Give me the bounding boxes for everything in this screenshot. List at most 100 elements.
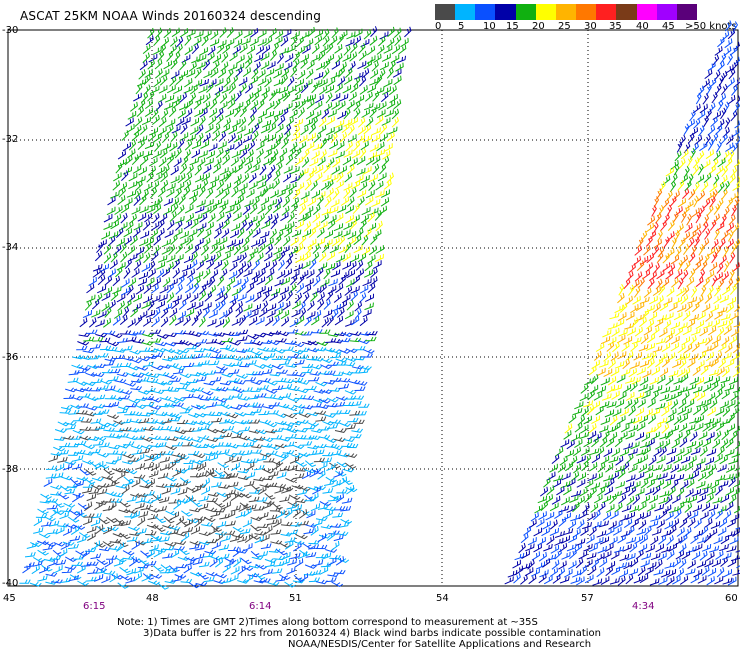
wind-barb bbox=[139, 448, 151, 454]
wind-barb bbox=[359, 331, 371, 336]
wind-barb bbox=[90, 343, 101, 350]
wind-barb bbox=[148, 131, 156, 142]
wind-barb bbox=[285, 188, 293, 199]
wind-barb bbox=[655, 212, 662, 224]
wind-barb bbox=[631, 279, 640, 290]
wind-barb bbox=[225, 520, 236, 527]
wind-barb bbox=[76, 345, 88, 351]
wind-barb bbox=[152, 213, 160, 224]
wind-barb bbox=[255, 190, 265, 199]
wind-barb bbox=[614, 502, 623, 513]
wind-barb bbox=[159, 285, 169, 294]
wind-barb bbox=[313, 449, 325, 455]
wind-barb bbox=[660, 386, 671, 394]
wind-barb bbox=[116, 337, 128, 344]
wind-barb bbox=[327, 557, 337, 566]
wind-barb bbox=[122, 306, 130, 318]
wind-barb bbox=[625, 453, 634, 464]
wind-barb bbox=[22, 563, 31, 574]
wind-barb bbox=[359, 181, 368, 192]
wind-barb bbox=[344, 462, 357, 469]
wind-barb bbox=[191, 426, 203, 432]
wind-barb bbox=[632, 295, 641, 305]
wind-barb bbox=[243, 441, 255, 448]
wind-barb bbox=[274, 308, 283, 318]
wind-barb bbox=[725, 464, 735, 473]
wind-barb bbox=[154, 516, 166, 524]
wind-barb bbox=[189, 195, 197, 206]
wind-barb bbox=[728, 68, 736, 80]
wind-barb bbox=[240, 355, 252, 360]
wind-barb bbox=[118, 508, 131, 514]
wind-barb bbox=[390, 54, 400, 64]
wind-barb bbox=[690, 391, 700, 401]
wind-barb bbox=[148, 544, 159, 552]
wind-barb bbox=[313, 559, 324, 567]
wind-barb bbox=[321, 317, 329, 328]
wind-barb bbox=[260, 52, 270, 61]
wind-barb bbox=[247, 140, 256, 152]
wind-barb bbox=[676, 527, 685, 537]
wind-barb bbox=[263, 252, 273, 262]
wind-barb bbox=[161, 380, 174, 386]
wind-barb bbox=[172, 267, 180, 279]
wind-barb bbox=[218, 299, 226, 311]
wind-barb bbox=[37, 508, 49, 515]
wind-barb bbox=[727, 296, 736, 306]
wind-barb bbox=[667, 568, 677, 578]
wind-barb bbox=[134, 315, 143, 326]
wind-barb bbox=[720, 70, 728, 82]
wind-barb bbox=[676, 487, 685, 498]
wind-barb bbox=[392, 68, 402, 78]
wind-barb bbox=[204, 157, 214, 166]
wind-barb bbox=[307, 132, 316, 142]
wind-barb bbox=[174, 540, 187, 546]
wind-barb bbox=[69, 535, 81, 542]
wind-barb bbox=[261, 437, 274, 443]
wind-barb bbox=[221, 259, 229, 271]
wind-barb bbox=[692, 223, 701, 234]
wind-barb bbox=[293, 118, 303, 127]
wind-barb bbox=[372, 90, 380, 102]
wind-barb bbox=[261, 220, 271, 230]
wind-barb bbox=[725, 134, 734, 145]
wind-barb bbox=[115, 266, 123, 278]
wind-barb bbox=[271, 461, 281, 471]
wind-barb bbox=[693, 405, 702, 416]
wind-barb bbox=[684, 462, 694, 472]
wind-barb bbox=[101, 231, 110, 240]
wind-barb bbox=[715, 407, 725, 416]
wind-barb bbox=[664, 312, 674, 321]
wind-barb bbox=[656, 519, 665, 529]
wind-barb bbox=[571, 471, 580, 482]
wind-barb bbox=[678, 158, 686, 169]
wind-barb bbox=[715, 485, 723, 496]
wind-barb bbox=[288, 386, 300, 391]
wind-barb bbox=[174, 574, 187, 579]
wind-barb bbox=[330, 353, 342, 359]
wind-barb bbox=[92, 263, 103, 272]
wind-barb bbox=[379, 163, 387, 175]
wind-barb bbox=[715, 222, 725, 232]
wind-barb bbox=[129, 101, 138, 112]
legend-labels: 0 5 10 15 20 25 30 35 40 45 >50 knots bbox=[433, 21, 738, 35]
wind-barb bbox=[606, 437, 615, 448]
wind-barb bbox=[210, 243, 219, 254]
wind-barb bbox=[726, 53, 733, 66]
wind-barb bbox=[129, 213, 137, 224]
wind-barb bbox=[645, 222, 655, 233]
wind-barb bbox=[549, 567, 559, 577]
wind-barb bbox=[255, 316, 265, 326]
wind-barb bbox=[268, 445, 281, 451]
wind-barb bbox=[242, 519, 252, 528]
wind-barb bbox=[53, 472, 64, 479]
wind-barb bbox=[340, 270, 350, 280]
wind-barb bbox=[239, 82, 247, 94]
wind-barb bbox=[729, 252, 736, 264]
wind-barb bbox=[724, 384, 735, 392]
wind-barb bbox=[703, 115, 709, 128]
wind-barb bbox=[302, 543, 315, 550]
wind-barb bbox=[386, 100, 396, 110]
wind-barb bbox=[296, 36, 304, 47]
wind-barb bbox=[648, 456, 657, 466]
